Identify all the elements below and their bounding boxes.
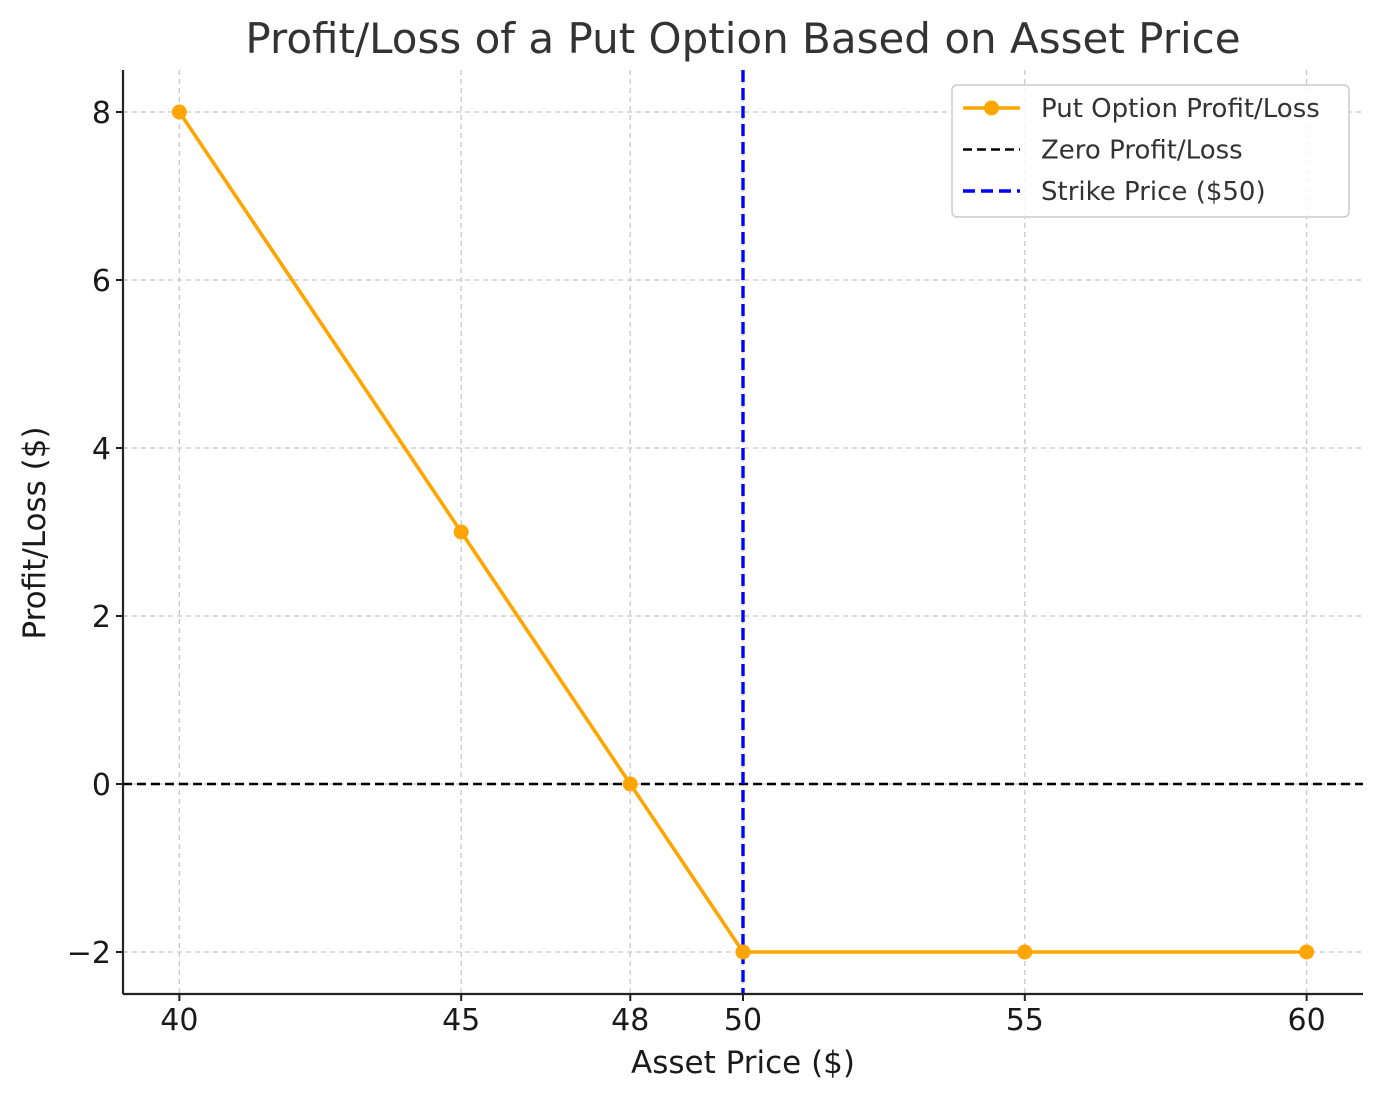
x-axis-label: Asset Price ($) bbox=[631, 1045, 855, 1081]
y-tick-label: 4 bbox=[92, 432, 111, 467]
reference-lines bbox=[123, 70, 1363, 994]
x-tick-label: 40 bbox=[160, 1003, 198, 1038]
x-tick-label: 50 bbox=[724, 1003, 762, 1038]
x-tick-label: 60 bbox=[1288, 1003, 1326, 1038]
y-tick-label: 6 bbox=[92, 264, 111, 299]
data-point bbox=[1017, 944, 1033, 960]
axes bbox=[116, 70, 1363, 1001]
legend: Put Option Profit/Loss Zero Profit/Loss St… bbox=[951, 84, 1350, 218]
y-axis-label: Profit/Loss ($) bbox=[17, 426, 53, 639]
legend-label: Zero Profit/Loss bbox=[1041, 136, 1243, 166]
legend-entry: Strike Price ($50) bbox=[963, 177, 1266, 207]
data-point bbox=[171, 104, 187, 120]
x-tick-label: 55 bbox=[1006, 1003, 1044, 1038]
y-tick-label: −2 bbox=[67, 936, 111, 971]
legend-label: Strike Price ($50) bbox=[1041, 177, 1266, 207]
y-tick-label: 2 bbox=[92, 600, 111, 635]
data-point bbox=[1299, 944, 1315, 960]
x-tick-label: 45 bbox=[442, 1003, 480, 1038]
data-point bbox=[735, 944, 751, 960]
tick-labels: 40 45 48 50 55 60 −2 0 2 4 6 8 bbox=[67, 96, 1326, 1038]
legend-label: Put Option Profit/Loss bbox=[1041, 94, 1320, 124]
y-tick-label: 8 bbox=[92, 96, 111, 131]
legend-marker bbox=[984, 100, 999, 116]
x-tick-label: 48 bbox=[611, 1003, 649, 1038]
legend-entry: Put Option Profit/Loss bbox=[963, 94, 1320, 124]
chart-title: Profit/Loss of a Put Option Based on Ass… bbox=[245, 14, 1240, 63]
legend-entry: Zero Profit/Loss bbox=[963, 136, 1243, 166]
y-tick-label: 0 bbox=[92, 768, 111, 803]
legend-box bbox=[951, 84, 1350, 218]
series-line bbox=[177, 110, 1307, 954]
series-layer bbox=[171, 104, 1315, 960]
data-point bbox=[622, 776, 638, 792]
data-point bbox=[453, 524, 469, 540]
